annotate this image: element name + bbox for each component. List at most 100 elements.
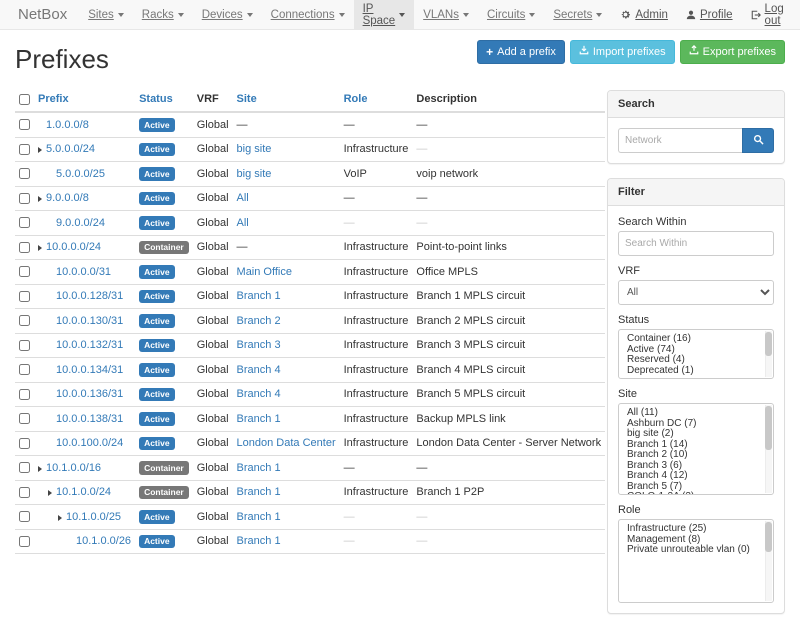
row-checkbox[interactable]: [19, 535, 30, 547]
nav-menu-item[interactable]: Secrets: [544, 0, 611, 29]
nav-logout-link[interactable]: Log out: [742, 0, 793, 29]
nav-menu-item[interactable]: Devices: [193, 0, 262, 29]
prefix-link[interactable]: 5.0.0.0/24: [46, 143, 95, 156]
scrollbar-thumb[interactable]: [765, 406, 772, 450]
listbox-option[interactable]: Branch 3 (6): [627, 459, 683, 471]
description-cell: Backup MPLS link: [412, 406, 606, 432]
search-within-input[interactable]: [618, 231, 774, 256]
listbox-option[interactable]: Active (74): [627, 343, 675, 355]
site-link[interactable]: Main Office: [236, 265, 292, 278]
row-checkbox[interactable]: [19, 388, 30, 400]
row-checkbox[interactable]: [19, 413, 30, 425]
prefix-link[interactable]: 10.0.0.132/31: [56, 339, 124, 352]
listbox-option[interactable]: COLO-1-2A (3): [619, 491, 773, 494]
row-checkbox[interactable]: [19, 241, 30, 253]
site-link[interactable]: Branch 1: [236, 461, 281, 474]
prefix-link[interactable]: 10.0.0.0/31: [56, 265, 112, 278]
import-prefixes-button[interactable]: Import prefixes: [569, 40, 675, 65]
listbox-option[interactable]: Deprecated (1): [627, 364, 694, 376]
row-checkbox[interactable]: [19, 511, 30, 523]
row-checkbox[interactable]: [19, 143, 30, 155]
export-prefixes-button[interactable]: Export prefixes: [679, 40, 785, 65]
site-listbox[interactable]: All (11) Ashburn DC (7) big site (2) Branch…: [618, 403, 774, 495]
role-listbox[interactable]: Infrastructure (25) Management (8) Private…: [618, 519, 774, 603]
row-checkbox[interactable]: [19, 119, 30, 131]
select-all-checkbox[interactable]: [19, 93, 30, 105]
listbox-option[interactable]: Infrastructure (25): [627, 523, 707, 534]
vrf-select[interactable]: All: [618, 280, 774, 305]
prefix-link[interactable]: 10.0.0.128/31: [56, 290, 124, 303]
site-link[interactable]: Branch 3: [236, 339, 281, 352]
listbox-option[interactable]: Management (8): [627, 533, 701, 545]
listbox-option[interactable]: All (11): [627, 407, 658, 418]
nav-admin-link[interactable]: Admin: [611, 0, 677, 29]
nav-profile-link[interactable]: Profile: [677, 0, 742, 29]
site-link[interactable]: All: [236, 192, 249, 205]
prefix-link[interactable]: 10.1.0.0/26: [76, 535, 132, 548]
listbox-option[interactable]: Branch 5 (7): [627, 480, 683, 492]
prefix-link[interactable]: 10.0.0.0/24: [46, 241, 102, 254]
listbox-option[interactable]: Ashburn DC (7): [627, 417, 697, 429]
column-header-prefix[interactable]: Prefix: [34, 87, 136, 113]
prefix-link[interactable]: 10.0.0.130/31: [56, 314, 124, 327]
scrollbar-thumb[interactable]: [765, 332, 772, 356]
column-header-role[interactable]: Role: [339, 87, 413, 113]
row-checkbox[interactable]: [19, 486, 30, 498]
status-badge: Container: [139, 485, 189, 499]
prefix-link[interactable]: 1.0.0.0/8: [46, 118, 89, 131]
nav-menu-item[interactable]: IP Space: [353, 0, 415, 29]
column-header-status[interactable]: Status: [135, 87, 193, 113]
row-checkbox[interactable]: [19, 192, 30, 204]
column-header-site[interactable]: Site: [232, 87, 340, 113]
nav-menu-item[interactable]: Circuits: [478, 0, 544, 29]
search-button[interactable]: [742, 128, 774, 153]
prefix-link[interactable]: 10.1.0.0/25: [66, 510, 122, 523]
prefix-link[interactable]: 5.0.0.0/25: [56, 167, 105, 180]
brand-link[interactable]: NetBox: [18, 6, 68, 23]
site-link[interactable]: Branch 4: [236, 388, 281, 401]
listbox-option[interactable]: big site (2): [627, 428, 674, 439]
site-link[interactable]: big site: [236, 143, 272, 156]
prefix-link[interactable]: 10.0.0.138/31: [56, 412, 124, 425]
search-input[interactable]: [618, 128, 742, 153]
nav-menu-item[interactable]: Connections: [262, 0, 354, 29]
status-listbox[interactable]: Container (16) Active (74) Reserved (4) Dep…: [618, 329, 774, 379]
listbox-option[interactable]: Reserved (4): [627, 354, 685, 365]
site-link[interactable]: Branch 1: [236, 412, 281, 425]
row-checkbox[interactable]: [19, 290, 30, 302]
site-link[interactable]: London Data Center: [236, 437, 336, 450]
scrollbar-thumb[interactable]: [765, 522, 772, 552]
site-link[interactable]: Branch 1: [236, 535, 281, 548]
row-checkbox[interactable]: [19, 339, 30, 351]
listbox-option[interactable]: Branch 1 (14): [627, 438, 688, 450]
listbox-option[interactable]: Private unrouteable vlan (0): [627, 544, 750, 555]
row-checkbox[interactable]: [19, 168, 30, 180]
site-link[interactable]: big site: [236, 167, 272, 180]
site-link[interactable]: Branch 4: [236, 363, 281, 376]
site-link[interactable]: Branch 1: [236, 486, 281, 499]
prefix-link[interactable]: 10.0.100.0/24: [56, 437, 124, 450]
nav-menu-item[interactable]: VLANs: [414, 0, 478, 29]
row-checkbox[interactable]: [19, 266, 30, 278]
prefix-link[interactable]: 9.0.0.0/8: [46, 192, 89, 205]
add-prefix-button[interactable]: + Add a prefix: [477, 40, 565, 65]
row-checkbox[interactable]: [19, 315, 30, 327]
prefix-link[interactable]: 10.1.0.0/16: [46, 461, 102, 474]
row-checkbox[interactable]: [19, 364, 30, 376]
listbox-option[interactable]: Branch 2 (10): [627, 449, 688, 460]
row-checkbox[interactable]: [19, 462, 30, 474]
site-link[interactable]: Branch 1: [236, 290, 281, 303]
site-link[interactable]: All: [236, 216, 249, 229]
site-link[interactable]: Branch 1: [236, 510, 281, 523]
nav-menu-item[interactable]: Racks: [133, 0, 193, 29]
prefix-link[interactable]: 10.0.0.136/31: [56, 388, 124, 401]
site-link[interactable]: Branch 2: [236, 314, 281, 327]
prefix-link[interactable]: 10.1.0.0/24: [56, 486, 112, 499]
prefix-link[interactable]: 9.0.0.0/24: [56, 216, 105, 229]
row-checkbox[interactable]: [19, 437, 30, 449]
row-checkbox[interactable]: [19, 217, 30, 229]
listbox-option[interactable]: Branch 4 (12): [627, 470, 688, 481]
nav-menu-item[interactable]: Sites: [79, 0, 133, 29]
prefix-link[interactable]: 10.0.0.134/31: [56, 363, 124, 376]
listbox-option[interactable]: Container (16): [627, 333, 691, 344]
